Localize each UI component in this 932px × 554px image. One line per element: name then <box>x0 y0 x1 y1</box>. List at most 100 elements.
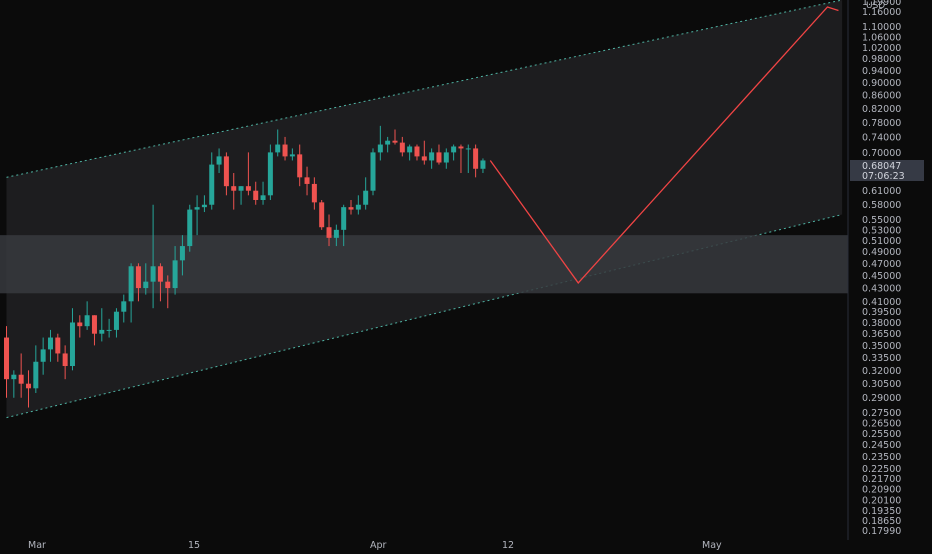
candle-body <box>443 152 449 163</box>
candle <box>157 263 163 302</box>
candle <box>414 144 420 161</box>
candle-body <box>62 353 68 367</box>
candle-body <box>128 266 134 302</box>
candle-body <box>157 266 163 282</box>
countdown-label: 07:06:23 <box>862 171 905 182</box>
candle-body <box>245 186 251 191</box>
channel-upper-line <box>6 0 843 178</box>
candle <box>253 181 259 205</box>
candle <box>187 204 193 252</box>
candle <box>421 140 427 165</box>
candle <box>407 144 413 161</box>
candle <box>465 144 471 174</box>
price-tick-label: 0.26500 <box>862 418 901 429</box>
price-tick-label: 0.21700 <box>862 474 901 485</box>
price-tick-label: 0.29000 <box>862 393 901 404</box>
candle <box>297 144 303 187</box>
price-tick-label: 0.98000 <box>862 54 901 65</box>
candle-body <box>429 152 435 161</box>
price-axis-top-cut-label: 1.19900 <box>862 0 901 8</box>
candle <box>150 204 156 309</box>
candle-body <box>150 266 156 282</box>
candle-body <box>194 207 200 210</box>
candle <box>135 263 141 302</box>
price-tick-label: 0.23500 <box>862 452 901 463</box>
price-tick-label: 0.36500 <box>862 329 901 340</box>
time-label-mar: Mar <box>28 540 46 550</box>
price-tick-label: 0.70000 <box>862 148 901 159</box>
candle <box>143 263 149 295</box>
candle-body <box>267 152 273 196</box>
zone-layer <box>0 235 848 294</box>
candle <box>304 166 310 196</box>
candle <box>25 370 31 408</box>
candle-body <box>319 202 325 228</box>
candle <box>165 275 171 309</box>
candle-body <box>121 301 127 312</box>
candle-body <box>91 315 97 334</box>
candle-body <box>99 329 105 334</box>
candle-body <box>473 148 479 169</box>
candle-body <box>187 209 193 247</box>
price-tick-label: 0.82000 <box>862 104 901 115</box>
price-tick-label: 0.78000 <box>862 118 901 129</box>
candle-body <box>348 207 354 210</box>
candle <box>121 294 127 323</box>
price-tick-label: 0.51000 <box>862 236 901 247</box>
price-tick-label: 0.43000 <box>862 284 901 295</box>
price-tick-label: 0.22500 <box>862 464 901 475</box>
candle <box>113 308 119 338</box>
candle-body <box>289 154 295 157</box>
candle-body <box>363 190 369 205</box>
price-tick-label: 0.41000 <box>862 297 901 308</box>
support-zone <box>0 235 848 294</box>
candle <box>370 148 376 196</box>
candle <box>319 199 325 230</box>
candle <box>33 345 39 393</box>
price-tick-label: 1.02000 <box>862 43 901 54</box>
candle-body <box>399 142 405 153</box>
candle <box>275 129 281 157</box>
price-tick-label: 0.17990 <box>862 526 901 537</box>
candle-body <box>143 281 149 289</box>
candle <box>91 315 97 346</box>
price-tick-label: 0.38000 <box>862 318 901 329</box>
candle-body <box>113 311 119 330</box>
price-tick-label: 0.53000 <box>862 225 901 236</box>
price-tick-label: 0.39500 <box>862 307 901 318</box>
current-price-tag-bg <box>850 160 924 181</box>
candle-body <box>106 329 112 331</box>
candle <box>55 333 61 362</box>
candle-body <box>172 260 178 289</box>
price-tick-label: 0.58000 <box>862 200 901 211</box>
price-tick-labels: 1.16000 1.100001.060001.020000.980000.940… <box>862 7 901 537</box>
price-tick-label: 0.55000 <box>862 215 901 226</box>
candle <box>179 235 185 276</box>
price-axis-currency: USD <box>866 1 885 11</box>
price-tick-label: 0.74000 <box>862 132 901 143</box>
candle <box>77 315 83 338</box>
candle-body <box>11 374 17 380</box>
candle-body <box>355 204 361 210</box>
candle-body <box>238 186 244 191</box>
candle <box>355 195 361 215</box>
candle-body <box>311 183 317 203</box>
price-tick-label: 0.18650 <box>862 516 901 527</box>
price-axis[interactable]: 1.19900 USD 1.16000 1.100001.060001.02000… <box>847 0 924 540</box>
candle-body <box>47 337 53 350</box>
price-tick-label: 1.06000 <box>862 32 901 43</box>
candle-body <box>209 164 215 205</box>
candle <box>260 181 266 205</box>
time-axis[interactable]: Mar 15 Apr 12 May <box>28 540 722 551</box>
candle <box>392 129 398 145</box>
candle-body <box>55 337 61 354</box>
candle-body <box>297 154 303 178</box>
time-label-15: 15 <box>188 540 200 550</box>
price-tick-label: 0.20900 <box>862 484 901 495</box>
candle-body <box>370 152 376 191</box>
candle <box>341 204 347 247</box>
candle <box>377 125 383 161</box>
candle-body <box>69 322 75 367</box>
